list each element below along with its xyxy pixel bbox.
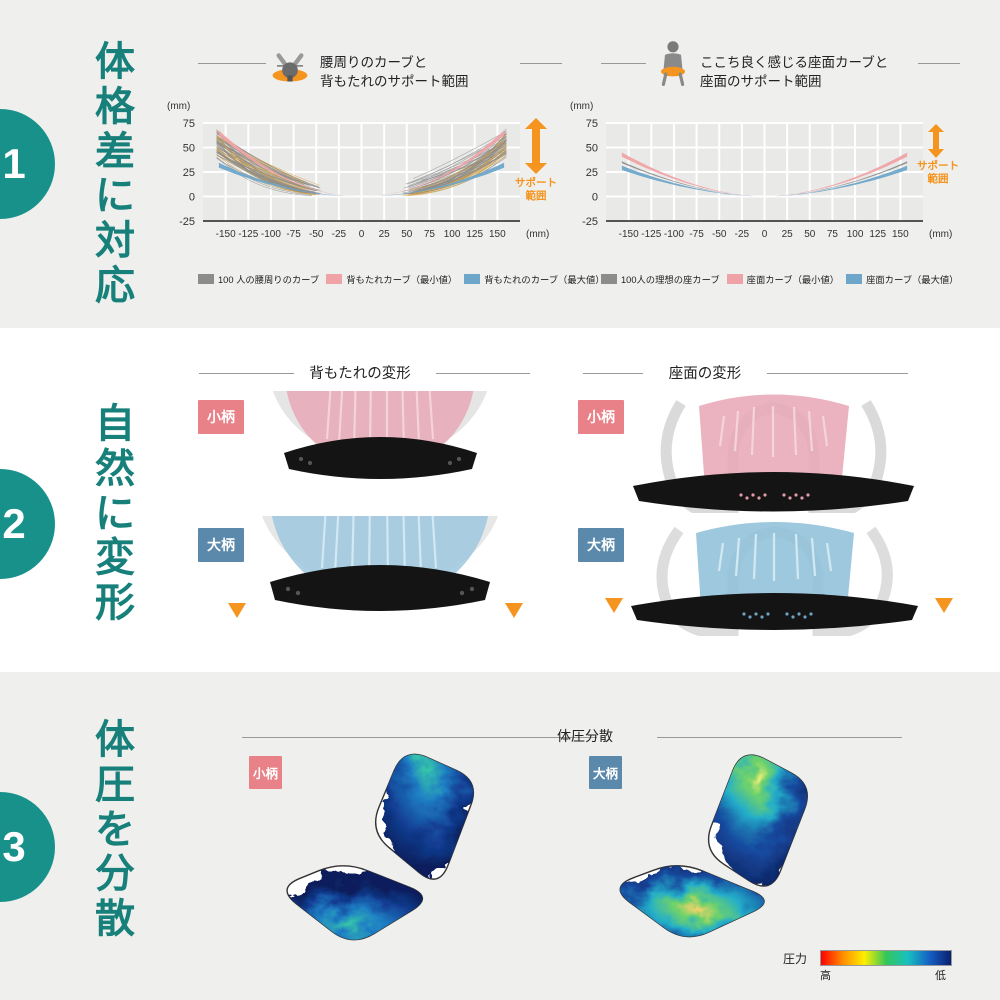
svg-text:25: 25 [586,167,598,179]
svg-text:150: 150 [489,229,506,240]
svg-text:-100: -100 [664,229,684,240]
svg-text:(mm): (mm) [570,101,593,112]
svg-text:-150: -150 [216,229,236,240]
svg-text:-50: -50 [712,229,727,240]
svg-text:0: 0 [189,192,195,204]
svg-text:0: 0 [592,192,598,204]
svg-text:-125: -125 [238,229,258,240]
svg-text:-25: -25 [332,229,347,240]
svg-text:0: 0 [762,229,768,240]
svg-text:-50: -50 [309,229,324,240]
svg-text:100: 100 [444,229,461,240]
svg-text:(mm): (mm) [929,229,952,240]
svg-text:(mm): (mm) [167,101,190,112]
svg-text:0: 0 [359,229,365,240]
svg-text:75: 75 [183,118,195,130]
svg-text:-150: -150 [619,229,639,240]
svg-text:25: 25 [782,229,794,240]
svg-text:-75: -75 [689,229,704,240]
svg-text:-25: -25 [179,216,195,228]
svg-text:125: 125 [466,229,483,240]
svg-text:(mm): (mm) [526,229,549,240]
svg-text:-125: -125 [641,229,661,240]
svg-text:-75: -75 [286,229,301,240]
svg-text:25: 25 [379,229,391,240]
svg-text:-25: -25 [735,229,750,240]
svg-text:50: 50 [401,229,413,240]
svg-text:125: 125 [869,229,886,240]
svg-text:75: 75 [827,229,839,240]
svg-text:75: 75 [424,229,436,240]
svg-text:100: 100 [847,229,864,240]
svg-text:150: 150 [892,229,909,240]
svg-text:50: 50 [183,143,195,155]
svg-text:25: 25 [183,167,195,179]
svg-text:-25: -25 [582,216,598,228]
svg-text:50: 50 [586,143,598,155]
svg-text:-100: -100 [261,229,281,240]
svg-text:75: 75 [586,118,598,130]
svg-text:50: 50 [804,229,816,240]
